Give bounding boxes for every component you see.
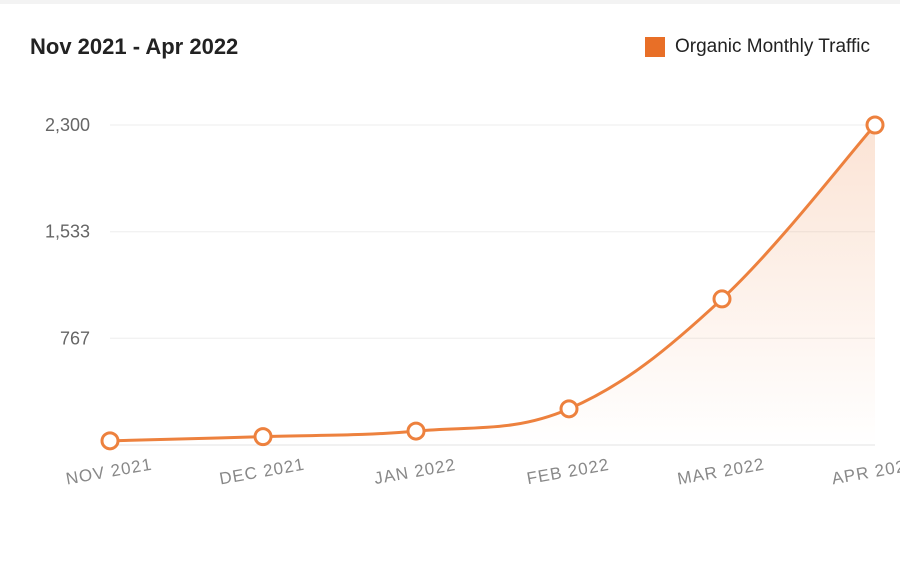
legend: Organic Monthly Traffic bbox=[645, 36, 870, 58]
data-point-marker bbox=[102, 433, 118, 449]
data-point-marker bbox=[561, 401, 577, 417]
area-fill bbox=[110, 125, 875, 445]
x-axis-tick-label: FEB 2022 bbox=[525, 455, 611, 488]
data-point-marker bbox=[714, 291, 730, 307]
data-point-marker bbox=[408, 423, 424, 439]
x-axis-tick-label: MAR 2022 bbox=[676, 455, 766, 489]
data-point-marker bbox=[867, 117, 883, 133]
traffic-chart: 767 1,533 2,300 NOV 2021 DEC 2021 JAN 2022 FEB… bbox=[0, 70, 900, 550]
date-range-title: Nov 2021 - Apr 2022 bbox=[30, 34, 238, 60]
legend-label: Organic Monthly Traffic bbox=[675, 36, 870, 58]
chart-header: Nov 2021 - Apr 2022 Organic Monthly Traf… bbox=[0, 4, 900, 70]
x-axis-tick-label: JAN 2022 bbox=[373, 455, 458, 488]
x-axis-tick-label: APR 2022 bbox=[830, 455, 900, 489]
data-point-marker bbox=[255, 429, 271, 445]
y-axis-tick-label: 2,300 bbox=[45, 115, 90, 135]
y-axis-tick-label: 1,533 bbox=[45, 222, 90, 242]
x-axis-tick-label: DEC 2021 bbox=[218, 455, 306, 489]
y-axis-tick-label: 767 bbox=[60, 328, 90, 348]
x-axis-tick-label: NOV 2021 bbox=[64, 455, 153, 489]
legend-swatch bbox=[645, 37, 665, 57]
